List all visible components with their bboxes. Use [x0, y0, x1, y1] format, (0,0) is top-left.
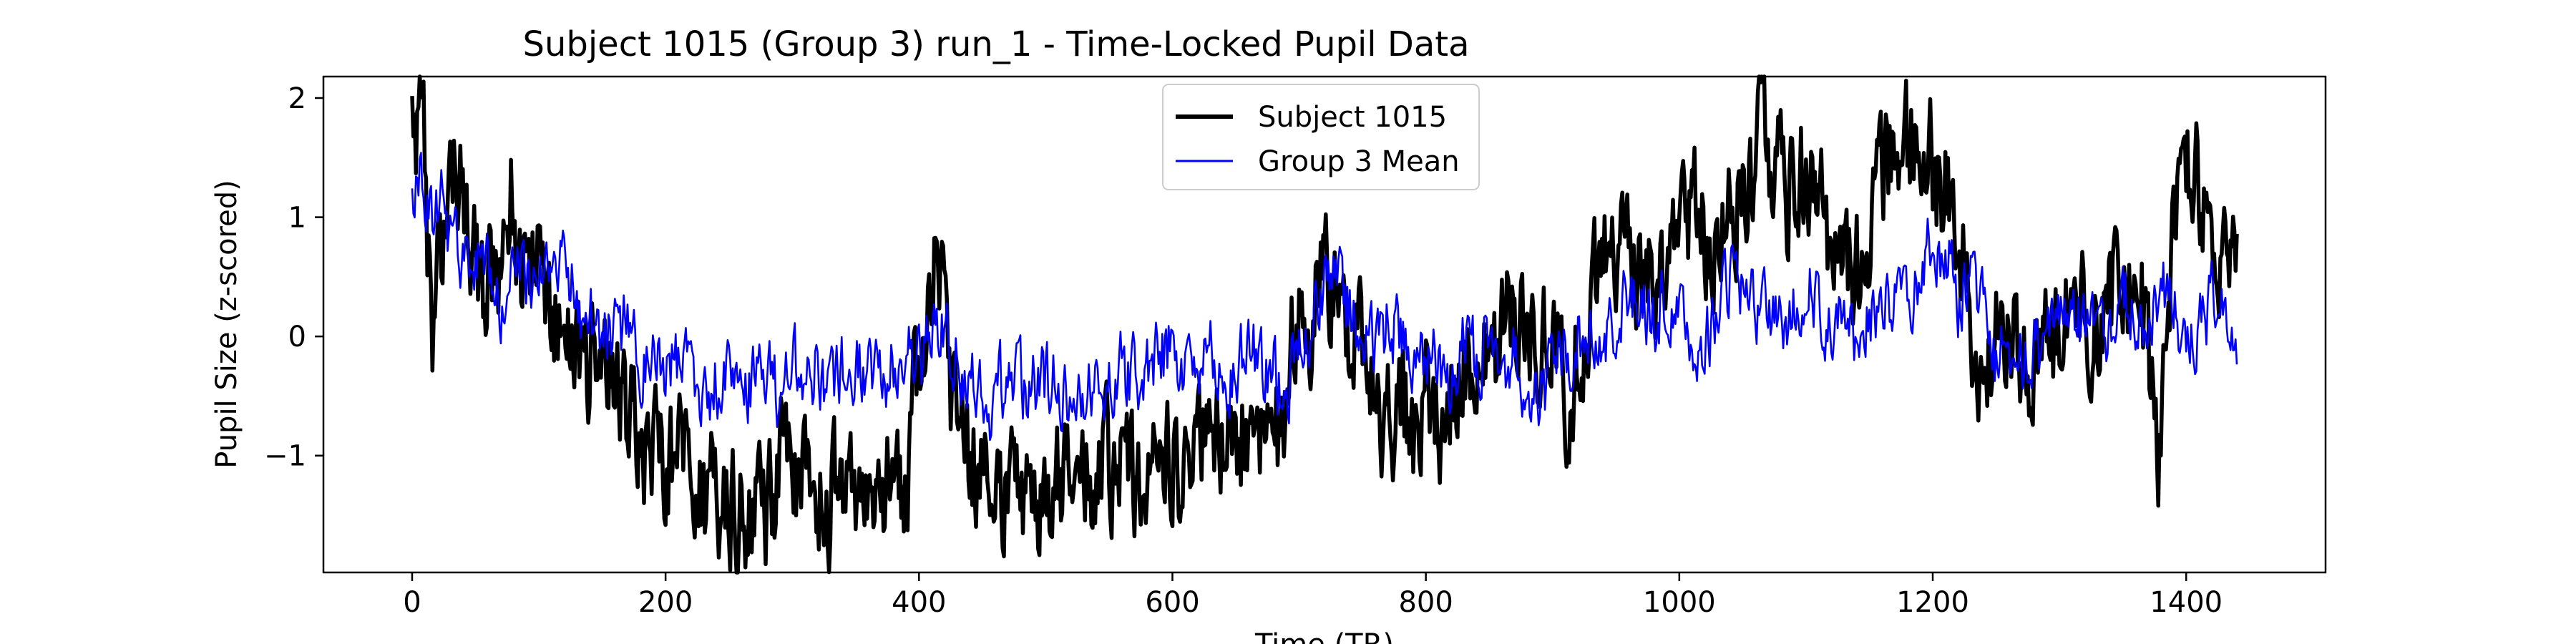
chart-title: Subject 1015 (Group 3) run_1 - Time-Lock… [522, 24, 1469, 64]
legend-box [1162, 84, 1480, 190]
series-line-subject [410, 74, 2239, 575]
x-tick-label: 1000 [1643, 586, 1716, 619]
y-tick-label: 2 [288, 82, 306, 115]
series-line-group-mean [411, 152, 2238, 441]
plot-frame [322, 75, 2327, 574]
legend: Subject 1015 Group 3 Mean [1162, 84, 1480, 190]
y-tick-label: 0 [288, 321, 306, 353]
y-axis-ticks: −1 0 1 2 [264, 82, 323, 473]
x-tick-label: 0 [403, 586, 421, 619]
x-axis-ticks: 0 200 400 600 800 1000 1200 1400 [403, 572, 2223, 619]
y-tick-label: 1 [288, 202, 306, 235]
y-tick-label: −1 [264, 440, 306, 473]
x-tick-label: 400 [892, 586, 946, 619]
x-tick-label: 1200 [1896, 586, 1969, 619]
y-axis-label: Pupil Size (z-scored) [210, 180, 243, 468]
series-layer [410, 74, 2239, 575]
x-axis-label: Time (TR) [1254, 628, 1394, 644]
x-tick-label: 200 [638, 586, 693, 619]
legend-label-subject: Subject 1015 [1258, 101, 1447, 134]
x-tick-label: 600 [1145, 586, 1199, 619]
x-tick-label: 800 [1398, 586, 1453, 619]
x-tick-label: 1400 [2150, 586, 2223, 619]
legend-label-group-mean: Group 3 Mean [1258, 145, 1460, 178]
